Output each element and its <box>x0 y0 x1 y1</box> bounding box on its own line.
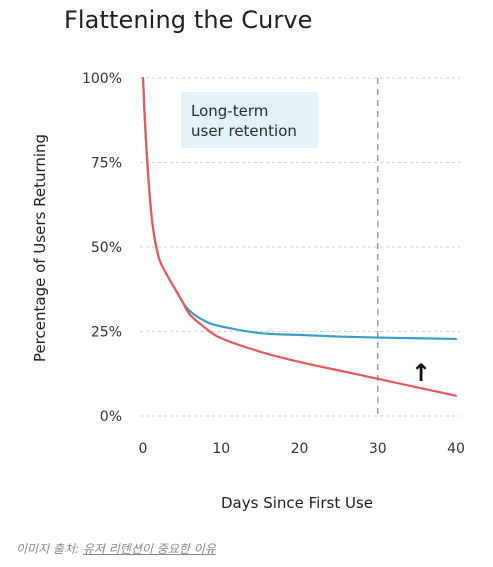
image-caption: 이미지 출처: 유저 리텐션이 중요한 이유 <box>16 540 216 557</box>
x-axis-label: Days Since First Use <box>221 494 373 512</box>
caption-prefix: 이미지 출처: <box>16 542 83 556</box>
x-tick-label: 0 <box>139 441 148 457</box>
x-tick-labels: 0 10 20 30 40 <box>139 441 465 457</box>
y-tick-label: 75% <box>91 156 122 172</box>
y-axis-label: Percentage of Users Returning <box>31 134 49 362</box>
up-arrow-icon: ↑ <box>411 359 431 387</box>
grid-lines <box>140 77 460 417</box>
x-tick-label: 30 <box>369 441 387 457</box>
chart-title: Flattening the Curve <box>64 6 313 34</box>
annotation-line-2: user retention <box>191 122 297 140</box>
y-tick-label: 50% <box>91 240 122 256</box>
caption-source-link[interactable]: 유저 리텐션이 중요한 이유 <box>82 542 216 556</box>
series-line <box>141 76 458 397</box>
y-tick-label: 0% <box>100 409 122 425</box>
x-tick-label: 10 <box>212 441 230 457</box>
annotation-background <box>181 92 318 148</box>
y-tick-label: 100% <box>82 71 122 87</box>
x-tick-label: 40 <box>447 441 465 457</box>
y-tick-labels: 0% 25% 50% 75% 100% <box>82 71 122 425</box>
x-tick-label: 20 <box>291 441 309 457</box>
y-tick-label: 25% <box>91 325 122 341</box>
annotation-line-1: Long-term <box>191 102 268 120</box>
series-lines <box>141 76 458 397</box>
annotation-box: Long-term user retention <box>181 92 318 148</box>
